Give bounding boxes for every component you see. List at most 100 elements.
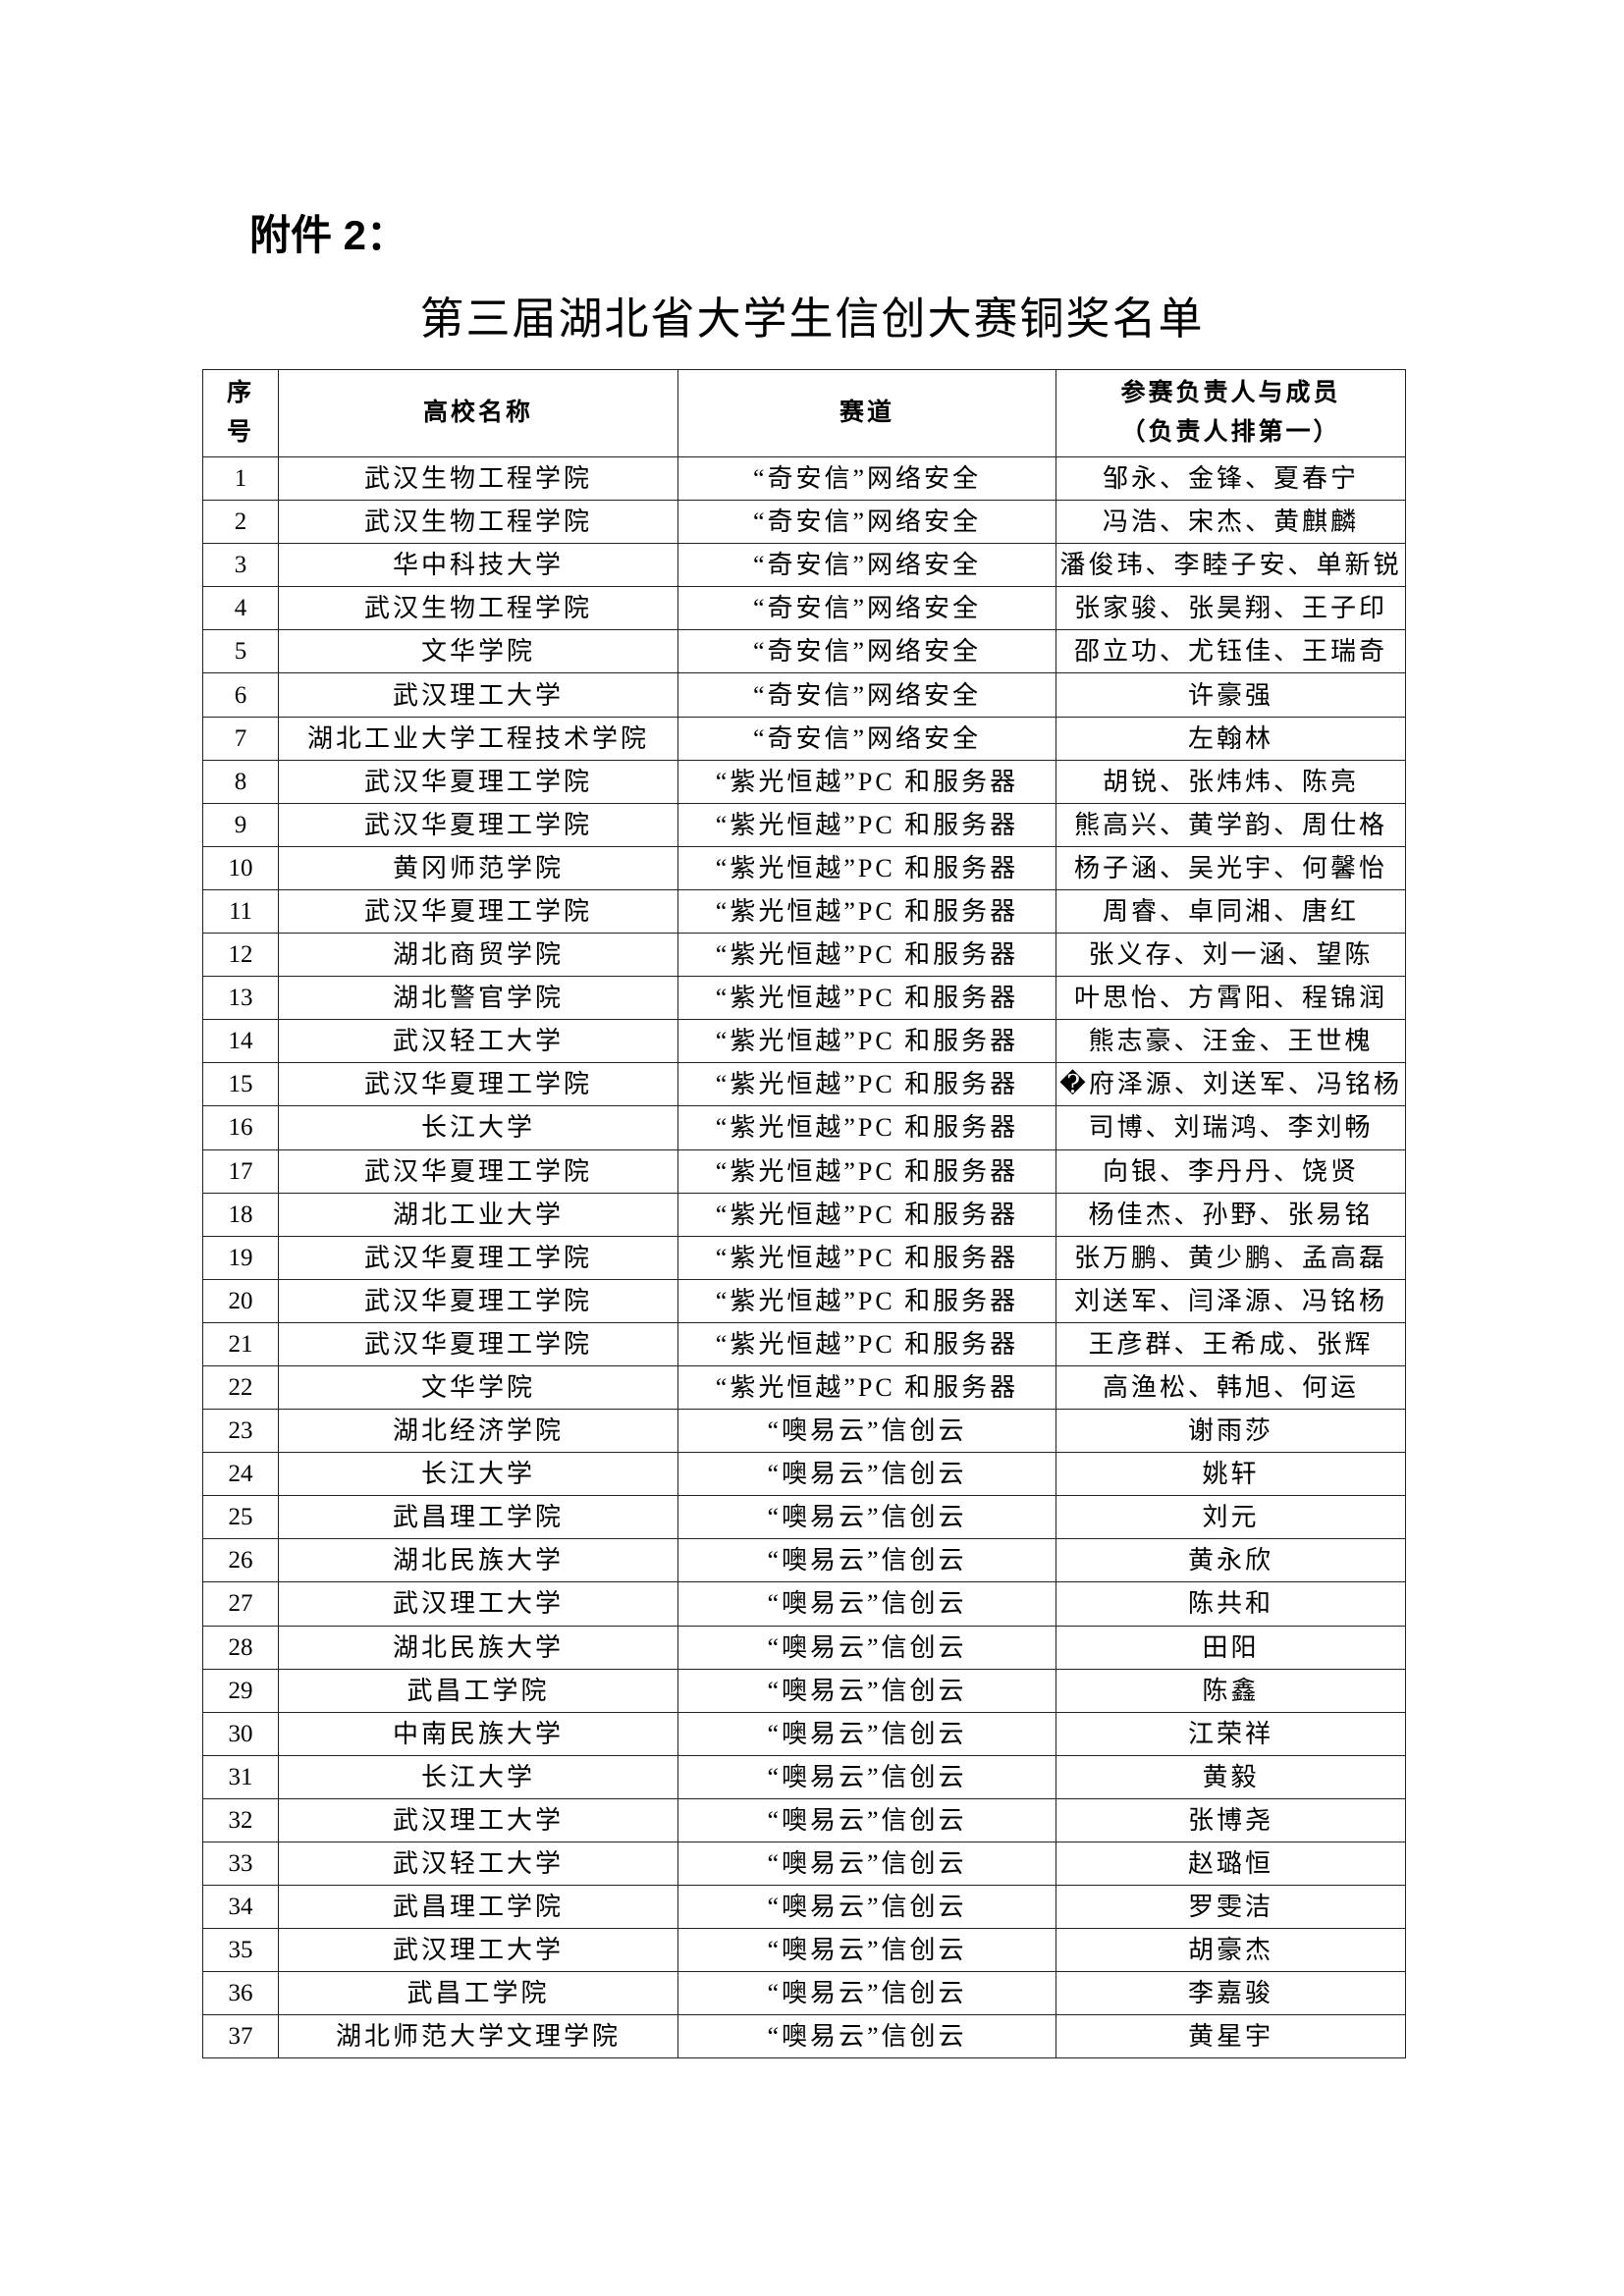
header-number-line1: 序 [226,380,254,406]
cell-number: 35 [202,1928,279,1973]
cell-school: 武汉华夏理工学院 [278,888,678,934]
table-row: 12 湖北商贸学院 “紫光恒越”PC 和服务器 张义存、刘一涵、望陈 [202,933,1406,978]
cell-school: 武昌工学院 [278,1971,678,2016]
cell-number: 4 [202,586,279,631]
table-row: 4 武汉生物工程学院 “奇安信”网络安全 张家骏、张昊翔、王子印 [202,586,1406,631]
cell-members: 左翰林 [1056,716,1406,761]
table-row: 30 中南民族大学 “噢易云”信创云 江荣祥 [202,1711,1406,1756]
cell-track: “紫光恒越”PC 和服务器 [677,933,1056,978]
cell-track: “噢易云”信创云 [677,1538,1056,1583]
cell-number: 11 [202,888,279,934]
table-row: 29 武昌工学院 “噢易云”信创云 陈鑫 [202,1668,1406,1713]
cell-members: 胡锐、张炜炜、陈亮 [1056,759,1406,804]
table-row: 11 武汉华夏理工学院 “紫光恒越”PC 和服务器 周睿、卓同湘、唐红 [202,888,1406,934]
table-row: 21 武汉华夏理工学院 “紫光恒越”PC 和服务器 王彦群、王希成、张辉 [202,1321,1406,1366]
cell-school: 武汉生物工程学院 [278,586,678,631]
cell-members: 杨子涵、吴光宇、何馨怡 [1056,845,1406,890]
cell-school: 武汉理工大学 [278,672,678,718]
table-row: 18 湖北工业大学 “紫光恒越”PC 和服务器 杨佳杰、孙野、张易铭 [202,1192,1406,1237]
cell-members: 张博尧 [1056,1797,1406,1843]
cell-number: 7 [202,716,279,761]
cell-school: 武昌理工学院 [278,1885,678,1930]
cell-number: 9 [202,802,279,847]
cell-number: 32 [202,1797,279,1843]
cell-school: 武汉华夏理工学院 [278,759,678,804]
cell-school: 武昌工学院 [278,1668,678,1713]
cell-number: 28 [202,1625,279,1670]
cell-school: 湖北工业大学工程技术学院 [278,716,678,761]
header-members: 参赛负责人与成员 （负责人排第一） [1056,369,1406,457]
table-row: 15 武汉华夏理工学院 “紫光恒越”PC 和服务器 �府泽源、刘送军、冯铭杨 [202,1062,1406,1107]
cell-members: 刘送军、闫泽源、冯铭杨 [1056,1278,1406,1323]
cell-track: “紫光恒越”PC 和服务器 [677,1364,1056,1411]
cell-number: 5 [202,629,279,674]
cell-school: 长江大学 [278,1754,678,1799]
table-row: 3 华中科技大学 “奇安信”网络安全 潘俊玮、李睦子安、单新锐 [202,543,1406,588]
cell-school: 湖北民族大学 [278,1538,678,1583]
cell-number: 20 [202,1278,279,1323]
cell-members: 熊高兴、黄学韵、周仕格 [1056,802,1406,847]
table-row: 33 武汉轻工大学 “噢易云”信创云 赵璐恒 [202,1841,1406,1887]
cell-members: 周睿、卓同湘、唐红 [1056,888,1406,934]
cell-number: 18 [202,1192,279,1237]
table-row: 26 湖北民族大学 “噢易云”信创云 黄永欣 [202,1538,1406,1583]
cell-members: 高渔松、韩旭、何运 [1056,1364,1406,1411]
cell-members: 潘俊玮、李睦子安、单新锐 [1056,543,1406,588]
table-row: 17 武汉华夏理工学院 “紫光恒越”PC 和服务器 向银、李丹丹、饶贤 [202,1148,1406,1194]
cell-track: “噢易云”信创云 [677,1885,1056,1930]
cell-number: 19 [202,1235,279,1280]
table-row: 27 武汉理工大学 “噢易云”信创云 陈共和 [202,1581,1406,1627]
cell-school: 中南民族大学 [278,1711,678,1756]
cell-school: 武昌理工学院 [278,1495,678,1540]
table-row: 25 武昌理工学院 “噢易云”信创云 刘元 [202,1495,1406,1540]
table-row: 34 武昌理工学院 “噢易云”信创云 罗雯洁 [202,1885,1406,1930]
cell-members: 向银、李丹丹、饶贤 [1056,1148,1406,1194]
cell-school: 武汉理工大学 [278,1797,678,1843]
table-row: 8 武汉华夏理工学院 “紫光恒越”PC 和服务器 胡锐、张炜炜、陈亮 [202,759,1406,804]
cell-school: 武汉轻工大学 [278,1841,678,1887]
cell-members: 张义存、刘一涵、望陈 [1056,933,1406,978]
cell-school: 武汉轻工大学 [278,1019,678,1064]
cell-number: 36 [202,1971,279,2016]
table-row: 36 武昌工学院 “噢易云”信创云 李嘉骏 [202,1971,1406,2016]
cell-school: 武汉华夏理工学院 [278,802,678,847]
cell-members: 江荣祥 [1056,1711,1406,1756]
attachment-label: 附件 2： [249,212,408,258]
cell-track: “紫光恒越”PC 和服务器 [677,1278,1056,1323]
header-members-line2: （负责人排第一） [1120,419,1341,446]
cell-track: “紫光恒越”PC 和服务器 [677,1192,1056,1237]
cell-members: 田阳 [1056,1625,1406,1670]
cell-number: 13 [202,976,279,1021]
cell-number: 23 [202,1409,279,1454]
cell-school: 长江大学 [278,1105,678,1150]
cell-number: 37 [202,2014,279,2059]
cell-track: “紫光恒越”PC 和服务器 [677,1062,1056,1107]
cell-number: 15 [202,1062,279,1107]
table-row: 19 武汉华夏理工学院 “紫光恒越”PC 和服务器 张万鹏、黄少鹏、孟高磊 [202,1235,1406,1280]
cell-track: “噢易云”信创云 [677,1971,1056,2016]
table-row: 2 武汉生物工程学院 “奇安信”网络安全 冯浩、宋杰、黄麒麟 [202,500,1406,545]
cell-track: “紫光恒越”PC 和服务器 [677,759,1056,804]
cell-number: 24 [202,1452,279,1497]
cell-school: 文华学院 [278,629,678,674]
table-row: 1 武汉生物工程学院 “奇安信”网络安全 邹永、金锋、夏春宁 [202,455,1406,502]
table-row: 10 黄冈师范学院 “紫光恒越”PC 和服务器 杨子涵、吴光宇、何馨怡 [202,845,1406,890]
header-number-line2: 号 [226,419,254,446]
table-row: 32 武汉理工大学 “噢易云”信创云 张博尧 [202,1797,1406,1843]
cell-school: 湖北工业大学 [278,1192,678,1237]
cell-number: 21 [202,1321,279,1366]
cell-school: 武汉华夏理工学院 [278,1235,678,1280]
header-members-line1: 参赛负责人与成员 [1120,380,1341,406]
table-header-row: 序号 高校名称 赛道 参赛负责人与成员 （负责人排第一） [202,369,1406,457]
cell-members: 李嘉骏 [1056,1971,1406,2016]
cell-track: “噢易云”信创云 [677,1797,1056,1843]
cell-number: 17 [202,1148,279,1194]
cell-members: 黄毅 [1056,1754,1406,1799]
cell-members: �府泽源、刘送军、冯铭杨 [1056,1062,1406,1107]
cell-members: 邵立功、尤钰佳、王瑞奇 [1056,629,1406,674]
cell-number: 12 [202,933,279,978]
cell-number: 29 [202,1668,279,1713]
cell-track: “噢易云”信创云 [677,1581,1056,1627]
cell-track: “奇安信”网络安全 [677,672,1056,718]
cell-number: 34 [202,1885,279,1930]
